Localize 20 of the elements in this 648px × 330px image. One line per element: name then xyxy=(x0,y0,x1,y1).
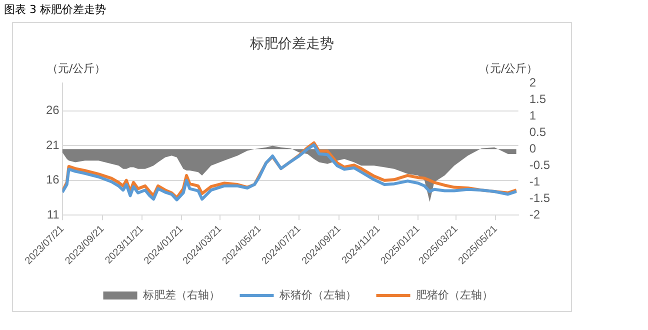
y2-tick-label: -2 xyxy=(529,207,540,222)
y2-tick-label: -1 xyxy=(529,174,540,188)
y-tick-label: 11 xyxy=(46,207,60,222)
y-tick-label: 21 xyxy=(46,138,60,152)
y2-tick-label: 0.5 xyxy=(529,124,546,139)
text: 图表 3 标肥价差走势 xyxy=(4,2,106,17)
legend-label: 肥猪价（左轴） xyxy=(416,288,493,302)
y-axis-title: （元/公斤） xyxy=(47,61,106,76)
y2-tick-label: -0.5 xyxy=(529,158,550,172)
legend-label: 标肥差（右轴） xyxy=(142,288,220,302)
legend-label: 标猪价（左轴） xyxy=(278,288,356,302)
y2-tick-label: 2 xyxy=(529,75,536,90)
chart-title: 标肥价差走势 xyxy=(249,35,335,53)
y2-axis-title: （元/公斤） xyxy=(479,61,538,76)
y2-tick-label: 1.5 xyxy=(529,92,546,106)
y2-tick-label: 1 xyxy=(529,108,536,122)
y-tick-label: 26 xyxy=(46,103,60,118)
y2-tick-label: 0 xyxy=(529,141,536,156)
y2-tick-label: -1.5 xyxy=(529,190,550,205)
y-tick-label: 16 xyxy=(46,172,60,187)
